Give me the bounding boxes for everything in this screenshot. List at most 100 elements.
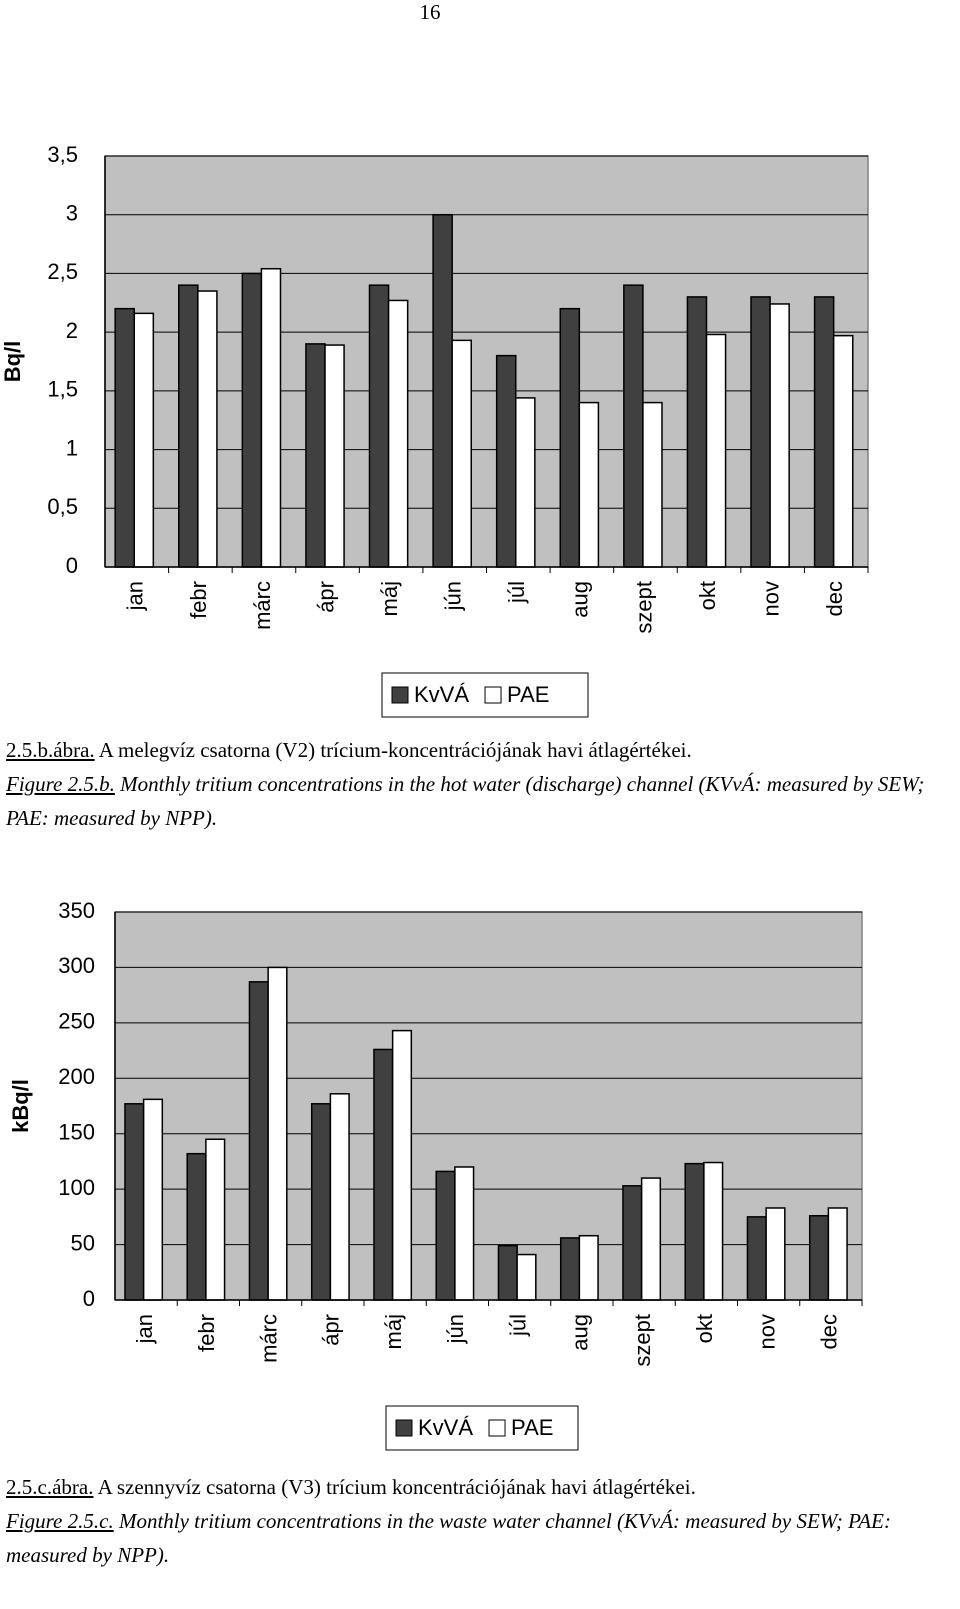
bar <box>746 1216 767 1301</box>
x-tick-label: dec <box>817 1314 842 1349</box>
caption-label: Figure 2.5.b. <box>6 772 115 796</box>
caption-label: 2.5.c.ábra. <box>6 1475 94 1499</box>
legend-label: PAE <box>507 682 549 707</box>
x-tick-label: jún <box>441 581 466 611</box>
x-tick-label: dec <box>822 581 847 616</box>
x-tick-label: okt <box>695 581 720 610</box>
caption-text: A melegvíz csatorna (V2) trícium-koncent… <box>98 738 692 762</box>
y-tick-label: 3,5 <box>47 142 78 167</box>
bar <box>495 354 517 568</box>
legend-swatch <box>391 686 409 704</box>
bar <box>368 284 390 568</box>
legend-swatch <box>488 1419 506 1437</box>
y-tick-label: 0 <box>83 1286 95 1311</box>
x-tick-label: nov <box>758 581 783 616</box>
caption-hu: 2.5.b.ábra. A melegvíz csatorna (V2) trí… <box>6 733 941 767</box>
bar <box>248 981 269 1301</box>
bar <box>432 213 453 568</box>
plot-area <box>114 911 863 1301</box>
y-tick-label: 2 <box>66 318 78 343</box>
bar <box>124 1103 145 1301</box>
y-axis-title: kBq/l <box>8 1079 33 1133</box>
bar <box>114 307 135 568</box>
bar <box>559 307 581 568</box>
x-tick-label: febr <box>186 581 211 619</box>
caption-hu: 2.5.c.ábra. A szennyvíz csatorna (V3) tr… <box>6 1470 941 1504</box>
caption-en: Figure 2.5.c. Monthly tritium concentrat… <box>6 1504 941 1572</box>
caption-en: Figure 2.5.b. Monthly tritium concentrat… <box>6 767 941 835</box>
bar <box>373 1048 394 1301</box>
y-tick-label: 100 <box>58 1175 95 1200</box>
bar <box>133 312 155 568</box>
bar <box>808 1214 830 1301</box>
bar <box>813 296 835 568</box>
bar <box>186 1152 207 1301</box>
x-tick-label: márc <box>256 1314 281 1363</box>
caption-label: Figure 2.5.c. <box>6 1509 114 1533</box>
bar <box>684 1162 705 1301</box>
y-tick-label: 200 <box>58 1064 95 1089</box>
bar <box>435 1170 456 1301</box>
x-tick-label: okt <box>692 1314 717 1343</box>
legend-swatch <box>395 1419 413 1437</box>
y-tick-label: 350 <box>58 898 95 923</box>
y-tick-label: 0,5 <box>47 494 78 519</box>
x-tick-label: márc <box>250 581 275 630</box>
bar <box>514 397 536 568</box>
x-tick-label: febr <box>194 1314 219 1352</box>
x-tick-label: aug <box>568 581 593 618</box>
x-tick-label: júl <box>504 581 529 604</box>
y-tick-label: 250 <box>58 1009 95 1034</box>
bar <box>241 272 263 568</box>
bar <box>559 1237 581 1301</box>
bar <box>267 966 288 1301</box>
y-tick-label: 1,5 <box>47 377 78 402</box>
x-tick-label: szept <box>630 1314 655 1367</box>
plot-area <box>104 155 869 568</box>
y-tick-label: 2,5 <box>47 259 78 284</box>
y-tick-label: 150 <box>58 1120 95 1145</box>
caption: 2.5.c.ábra. A szennyvíz csatorna (V3) tr… <box>6 1470 941 1572</box>
bar <box>642 401 663 568</box>
bar <box>623 284 644 568</box>
y-tick-label: 50 <box>71 1230 95 1255</box>
bar <box>765 1207 786 1301</box>
page-number: 16 <box>419 0 441 24</box>
caption: 2.5.b.ábra. A melegvíz csatorna (V2) trí… <box>6 733 941 835</box>
legend-label: PAE <box>511 1415 553 1440</box>
x-tick-label: jan <box>132 1314 157 1344</box>
bar <box>324 344 345 568</box>
bar <box>622 1185 643 1301</box>
caption-label: 2.5.b.ábra. <box>6 738 95 762</box>
bar <box>391 1029 413 1301</box>
bar <box>640 1177 662 1301</box>
bar <box>578 1234 599 1301</box>
caption-text: Monthly tritium concentrations in the ho… <box>6 772 925 830</box>
bar <box>516 1253 537 1301</box>
bar <box>260 267 282 568</box>
bar <box>686 296 708 568</box>
bar <box>454 1166 475 1301</box>
bar <box>305 343 326 568</box>
bar <box>197 290 218 568</box>
x-tick-label: ápr <box>319 1314 344 1346</box>
caption-text: A szennyvíz csatorna (V3) trícium koncen… <box>97 1475 696 1499</box>
bar <box>497 1244 518 1301</box>
y-tick-label: 0 <box>66 553 78 578</box>
bar <box>827 1207 848 1301</box>
bar <box>769 303 790 568</box>
x-tick-label: szept <box>631 581 656 634</box>
y-tick-label: 3 <box>66 201 78 226</box>
bar <box>178 284 199 568</box>
x-tick-label: jan <box>123 581 148 611</box>
bar <box>703 1161 724 1301</box>
bar <box>832 334 854 568</box>
x-tick-label: ápr <box>313 581 338 613</box>
bar <box>205 1138 226 1301</box>
legend-swatch <box>484 686 502 704</box>
caption-text: Monthly tritium concentrations in the wa… <box>6 1509 891 1567</box>
bar <box>705 333 727 568</box>
y-axis-title: Bq/l <box>0 341 25 383</box>
